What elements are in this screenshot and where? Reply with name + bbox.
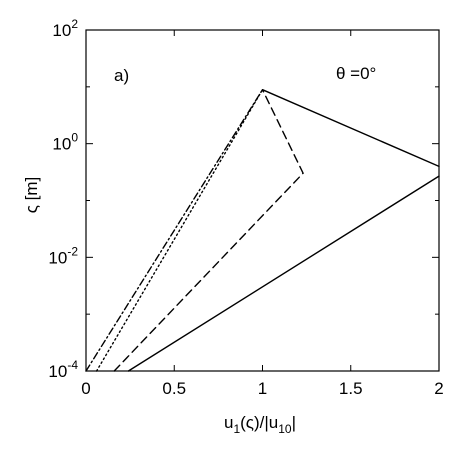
x-axis-title-main: u <box>224 413 233 432</box>
ticks-layer: 0 0.5 1 1.5 2 102 100 10-2 10-4 <box>48 17 443 398</box>
y-tick-label: 100 <box>52 131 78 154</box>
x-tick-label: 2 <box>434 379 443 398</box>
x-axis-title-sub1: 1 <box>233 422 240 436</box>
series-line-solid <box>261 88 440 168</box>
x-axis-title: u1(ς)/|u10| <box>224 413 296 436</box>
angle-annotation: θ =0° <box>336 64 376 83</box>
panel-label: a) <box>114 66 129 85</box>
series-layer <box>85 88 440 372</box>
series-line-solid <box>127 175 440 372</box>
y-tick-label: 10-2 <box>48 244 78 267</box>
x-axis-title-mid: (ς)/|u <box>240 413 278 432</box>
series-line-dashed <box>113 88 304 372</box>
x-axis-title-end: | <box>292 413 296 432</box>
x-tick-label: 1 <box>258 379 267 398</box>
plot-frame <box>85 29 440 372</box>
y-tick-label: 102 <box>52 17 78 40</box>
x-tick-label: 1.5 <box>339 379 363 398</box>
y-tick-label: 10-4 <box>48 358 78 381</box>
series-line-dotted <box>95 88 264 372</box>
y-axis-title: ς [m] <box>22 177 41 214</box>
series-line-dashdot <box>85 88 264 372</box>
x-tick-label: 0.5 <box>162 379 186 398</box>
x-axis-title-sub2: 10 <box>278 422 292 436</box>
x-tick-label: 0 <box>81 379 90 398</box>
